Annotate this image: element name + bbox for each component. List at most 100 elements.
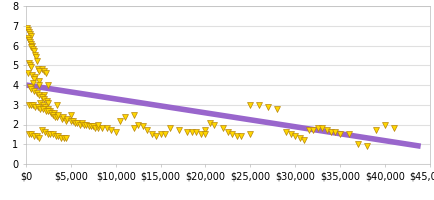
Point — [67, 113, 74, 116]
Point — [314, 127, 321, 130]
Point — [55, 113, 62, 116]
Point — [25, 62, 32, 65]
Point — [78, 121, 85, 124]
Point — [54, 103, 61, 106]
Point — [39, 103, 46, 106]
Point — [30, 103, 37, 106]
Point — [24, 36, 31, 39]
Point — [372, 129, 379, 132]
Point — [36, 137, 43, 140]
Point — [301, 139, 308, 142]
Point — [229, 133, 236, 136]
Point — [28, 42, 35, 45]
Point — [44, 107, 51, 110]
Point — [27, 103, 34, 106]
Point — [130, 127, 137, 130]
Point — [39, 107, 46, 110]
Point — [26, 64, 33, 67]
Point — [25, 133, 32, 136]
Point — [63, 137, 70, 140]
Point — [51, 115, 58, 118]
Point — [27, 34, 34, 37]
Point — [161, 133, 168, 136]
Point — [193, 131, 200, 134]
Point — [148, 133, 155, 136]
Point — [283, 131, 289, 134]
Point — [49, 133, 56, 136]
Point — [99, 127, 106, 130]
Point — [55, 135, 62, 138]
Point — [45, 109, 52, 112]
Point — [32, 54, 39, 57]
Point — [25, 38, 32, 41]
Point — [108, 129, 115, 132]
Point — [29, 74, 36, 77]
Point — [26, 32, 33, 35]
Point — [207, 121, 214, 124]
Point — [94, 123, 101, 126]
Point — [220, 127, 227, 130]
Point — [247, 133, 254, 136]
Point — [43, 99, 50, 102]
Point — [76, 123, 83, 126]
Point — [50, 111, 57, 114]
Point — [26, 30, 33, 33]
Point — [58, 137, 65, 140]
Point — [41, 131, 48, 134]
Point — [24, 26, 31, 29]
Point — [265, 105, 272, 108]
Point — [45, 101, 52, 104]
Point — [175, 129, 182, 132]
Point — [202, 129, 209, 132]
Point — [39, 129, 46, 132]
Point — [328, 131, 335, 134]
Point — [40, 97, 47, 100]
Point — [345, 133, 352, 136]
Point — [36, 83, 43, 87]
Point — [144, 129, 151, 132]
Point — [92, 127, 99, 130]
Point — [332, 131, 339, 134]
Point — [34, 105, 41, 108]
Point — [233, 135, 240, 138]
Point — [135, 123, 141, 126]
Point — [103, 127, 110, 130]
Point — [32, 105, 39, 108]
Point — [52, 135, 59, 138]
Point — [85, 125, 92, 128]
Point — [42, 109, 49, 112]
Point — [355, 143, 362, 146]
Point — [25, 103, 32, 106]
Point — [26, 85, 33, 89]
Point — [59, 117, 66, 120]
Point — [32, 76, 39, 79]
Point — [224, 131, 231, 134]
Point — [28, 87, 35, 91]
Point — [30, 48, 37, 51]
Point — [30, 81, 37, 85]
Point — [42, 72, 49, 75]
Point — [188, 131, 195, 134]
Point — [296, 137, 303, 140]
Point — [34, 68, 41, 71]
Point — [33, 135, 40, 138]
Point — [67, 119, 74, 122]
Point — [40, 70, 47, 73]
Point — [35, 79, 42, 83]
Point — [139, 125, 146, 128]
Point — [74, 121, 81, 124]
Point — [29, 44, 36, 47]
Point — [54, 115, 61, 118]
Point — [28, 133, 35, 136]
Point — [26, 40, 33, 43]
Point — [25, 28, 32, 31]
Point — [309, 129, 316, 132]
Point — [112, 131, 119, 134]
Point — [390, 127, 397, 130]
Point — [117, 119, 124, 122]
Point — [39, 95, 46, 98]
Point — [121, 115, 128, 118]
Point — [90, 125, 97, 128]
Point — [49, 113, 56, 116]
Point — [184, 131, 191, 134]
